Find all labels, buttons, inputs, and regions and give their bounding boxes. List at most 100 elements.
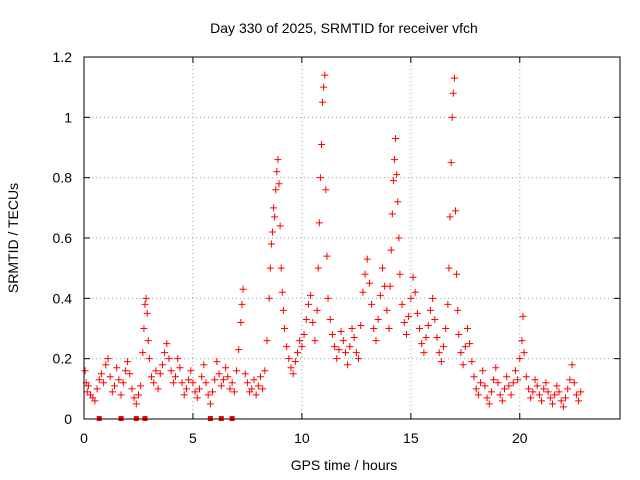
data-point [148, 373, 156, 381]
data-point [396, 270, 404, 278]
data-point [235, 346, 243, 354]
data-point [379, 264, 387, 272]
data-point [322, 186, 330, 194]
data-point [313, 306, 321, 314]
data-point [296, 337, 304, 345]
data-point [219, 376, 227, 384]
data-point [300, 331, 308, 339]
data-point [274, 156, 282, 164]
data-point [169, 379, 177, 387]
data-point [402, 331, 410, 339]
data-point [117, 391, 125, 399]
data-point [472, 385, 480, 393]
data-point [328, 331, 336, 339]
data-point [211, 376, 219, 384]
data-point [176, 364, 184, 372]
data-point [145, 355, 153, 363]
data-point [562, 394, 570, 402]
data-point [233, 367, 241, 375]
data-point [551, 391, 559, 399]
data-point [193, 394, 201, 402]
data-point [126, 370, 134, 378]
data-point [409, 273, 417, 281]
data-point [200, 361, 208, 369]
data-point [429, 294, 437, 302]
data-point [564, 385, 572, 393]
data-point [548, 400, 556, 408]
data-point [463, 325, 471, 332]
data-point [81, 367, 89, 375]
data-point [104, 355, 112, 363]
data-point [324, 294, 332, 302]
data-point [451, 207, 459, 215]
data-point [519, 312, 527, 320]
data-point [559, 403, 567, 411]
data-point [492, 364, 500, 372]
data-point [289, 370, 297, 378]
data-point [202, 379, 210, 387]
data-point [185, 376, 193, 384]
data-point [266, 264, 274, 272]
data-point [259, 385, 267, 393]
data-point [446, 213, 454, 221]
data-point [435, 349, 443, 357]
data-point [440, 343, 448, 351]
data-point [182, 385, 190, 393]
data-point [531, 376, 539, 384]
data-point [206, 400, 214, 408]
data-point [445, 264, 453, 272]
data-point [520, 349, 528, 357]
data-point [352, 349, 360, 357]
data-point [83, 388, 91, 396]
data-point [298, 343, 306, 351]
data-point [341, 349, 349, 357]
data-point [346, 343, 354, 351]
data-point [209, 388, 217, 396]
data-point [386, 282, 394, 290]
data-point [566, 376, 574, 384]
data-point [156, 370, 164, 378]
data-point [217, 382, 225, 390]
data-point [355, 355, 363, 363]
x-tick-label: 10 [294, 430, 310, 446]
data-point [238, 300, 246, 308]
data-point [307, 291, 315, 299]
data-point [389, 177, 397, 185]
data-point [437, 358, 445, 366]
data-point [449, 89, 457, 97]
data-point [311, 337, 319, 345]
data-point [481, 382, 489, 390]
data-points [81, 71, 585, 421]
data-point [279, 306, 287, 314]
data-point [319, 98, 327, 106]
data-point [496, 391, 504, 399]
data-point [357, 321, 365, 329]
data-point [361, 270, 369, 278]
data-point [294, 349, 302, 357]
data-point [400, 318, 408, 326]
x-tick-label: 5 [189, 430, 197, 446]
data-point [348, 325, 356, 332]
data-point [130, 394, 138, 402]
data-point [137, 382, 145, 390]
data-point [124, 358, 132, 366]
data-point [268, 228, 276, 236]
data-point [442, 325, 450, 332]
data-point [416, 325, 424, 332]
data-point [317, 140, 325, 148]
data-point [132, 400, 140, 408]
data-point [405, 312, 413, 320]
data-point [228, 379, 236, 387]
data-point [250, 376, 258, 384]
data-point [270, 204, 278, 212]
data-point [542, 379, 550, 387]
data-point [577, 388, 585, 396]
data-point [213, 358, 221, 366]
data-point [142, 294, 150, 302]
data-point [165, 355, 173, 363]
data-point [180, 391, 188, 399]
data-point [538, 397, 546, 405]
data-point [544, 388, 552, 396]
